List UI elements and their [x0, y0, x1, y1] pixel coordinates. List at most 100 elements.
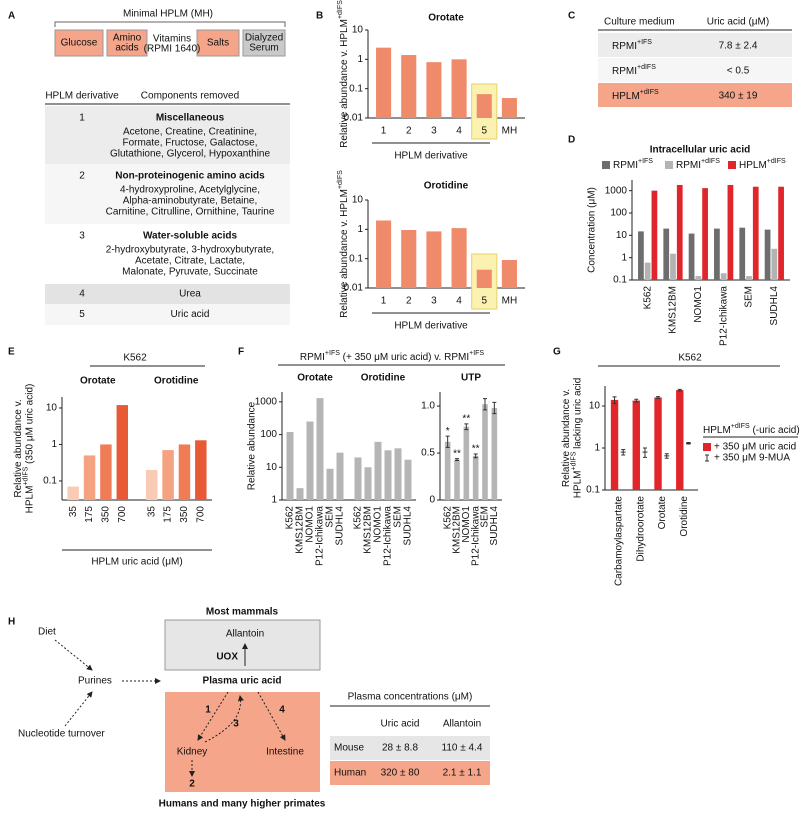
- table-header: Uric acid (μM): [707, 17, 769, 28]
- superscript: +dIFS: [337, 0, 344, 19]
- x-tick-label: SEM: [744, 286, 755, 308]
- route-number: 4: [279, 705, 285, 716]
- y-axis-label: HPLM+dIFS (350 μM uric acid): [23, 384, 35, 514]
- error-bar: [677, 388, 682, 392]
- node: Nucleotide turnover: [18, 729, 105, 740]
- row-title: Non-proteinogenic amino acids: [115, 171, 265, 182]
- error-bar: [634, 398, 639, 403]
- legend-swatch: [728, 161, 736, 169]
- text-part: RPMI: [676, 160, 701, 171]
- bar: [178, 444, 191, 500]
- row-item: Carnitine, Citrulline, Ornithine, Taurin…: [106, 207, 275, 218]
- error-bar: [621, 449, 626, 456]
- culture-medium: HPLM+dIFS: [612, 89, 659, 101]
- y-tick-label: 10: [352, 195, 364, 206]
- arrow: [204, 695, 244, 743]
- x-axis-label: HPLM derivative: [394, 321, 468, 332]
- row-title: Urea: [179, 289, 201, 300]
- bar: [401, 229, 417, 288]
- y-tick-label: 0.5: [421, 448, 435, 459]
- superscript: +dIFS: [701, 158, 720, 165]
- significance: **: [453, 448, 461, 459]
- x-tick-label: SUDHL4: [489, 506, 500, 546]
- x-tick-label: SEM: [480, 506, 491, 528]
- x-tick-label: SUDHL4: [403, 506, 414, 546]
- bar: [676, 184, 683, 280]
- x-tick-label: SUDHL4: [335, 506, 346, 546]
- vitamins-note: (RPMI 1640): [144, 44, 201, 55]
- route-number: 2: [189, 779, 195, 790]
- error-bar: [445, 435, 450, 448]
- superscript: +dIFS: [640, 89, 659, 96]
- chart-title: RPMI+IFS (+ 350 μM uric acid) v. RPMI+IF…: [300, 350, 485, 362]
- arrow: [257, 691, 286, 741]
- y-tick-label: 1: [271, 495, 277, 506]
- x-tick-label: 700: [195, 506, 206, 523]
- error-bar: [656, 396, 661, 399]
- row-id: 1: [79, 113, 85, 124]
- bar: [426, 231, 442, 288]
- chart-title: K562: [123, 353, 147, 364]
- bar: [714, 228, 720, 280]
- panel-label: B: [316, 11, 323, 22]
- text-part: RPMI: [612, 66, 637, 77]
- row-item: 2-hydroxybutyrate, 3-hydroxybutyrate,: [106, 245, 274, 256]
- x-tick-label: MH: [502, 296, 518, 307]
- significance: **: [472, 444, 480, 455]
- bar: [195, 440, 207, 500]
- bar: [463, 426, 470, 500]
- text-part: RPMI: [300, 352, 325, 363]
- x-tick-label: SUDHL4: [769, 286, 780, 326]
- x-tick-label: NOMO1: [693, 286, 704, 323]
- bar: [451, 59, 467, 118]
- superscript: +IFS: [469, 350, 484, 357]
- bar: [286, 431, 294, 500]
- bar: [771, 248, 778, 280]
- bar: [501, 260, 517, 288]
- uric-acid-value: 340 ± 19: [719, 91, 758, 102]
- y-tick-label: 1.0: [421, 401, 435, 412]
- y-tick-label: 1: [621, 252, 627, 263]
- superscript: +dIFS: [637, 64, 656, 71]
- bar: [376, 220, 392, 288]
- uric-acid-value: 7.8 ± 2.4: [719, 41, 758, 52]
- media-title: Minimal HPLM (MH): [123, 9, 213, 20]
- bar: [752, 186, 759, 280]
- x-tick-label: SEM: [325, 506, 336, 528]
- table-header: Culture medium: [604, 17, 675, 28]
- superscript: +dIFS: [337, 170, 344, 189]
- x-tick-label: 3: [431, 126, 437, 137]
- text-part: HPLM: [24, 486, 35, 514]
- node: Purines: [78, 676, 112, 687]
- bar: [426, 62, 442, 118]
- row-title: Uric acid: [171, 309, 210, 320]
- component-box: [196, 29, 240, 57]
- y-tick-label: 10: [589, 401, 601, 412]
- row-item: Acetate, Citrate, Lactate,: [135, 256, 245, 267]
- node: Allantoin: [226, 629, 264, 640]
- x-tick-label: Dihydroorotate: [635, 496, 646, 562]
- bar: [67, 486, 79, 500]
- text-part: HPLM: [612, 91, 640, 102]
- panel-label: F: [238, 347, 244, 358]
- text-part: HPLM: [572, 471, 583, 499]
- legend-label: RPMI+dIFS: [676, 158, 720, 170]
- bar: [374, 441, 382, 500]
- error-bar: [483, 398, 487, 411]
- x-tick-label: K562: [285, 506, 296, 530]
- text-part: (350 μM uric acid): [24, 384, 35, 467]
- component-label: Glucose: [61, 38, 98, 49]
- x-tick-label: 1: [381, 126, 387, 137]
- bar: [162, 450, 174, 500]
- table-row: [330, 761, 490, 785]
- row-item: Alpha-aminobutyrate, Betaine,: [123, 196, 258, 207]
- bar: [384, 450, 392, 500]
- row-item: Acetone, Creatine, Creatinine,: [123, 127, 257, 138]
- legend-swatch: [602, 161, 610, 169]
- y-tick-label: 0.1: [613, 275, 627, 286]
- y-tick-label: 0.1: [349, 83, 363, 94]
- arrow: [64, 691, 93, 727]
- table-header: Components removed: [141, 91, 239, 102]
- y-tick-label: 10: [352, 25, 364, 36]
